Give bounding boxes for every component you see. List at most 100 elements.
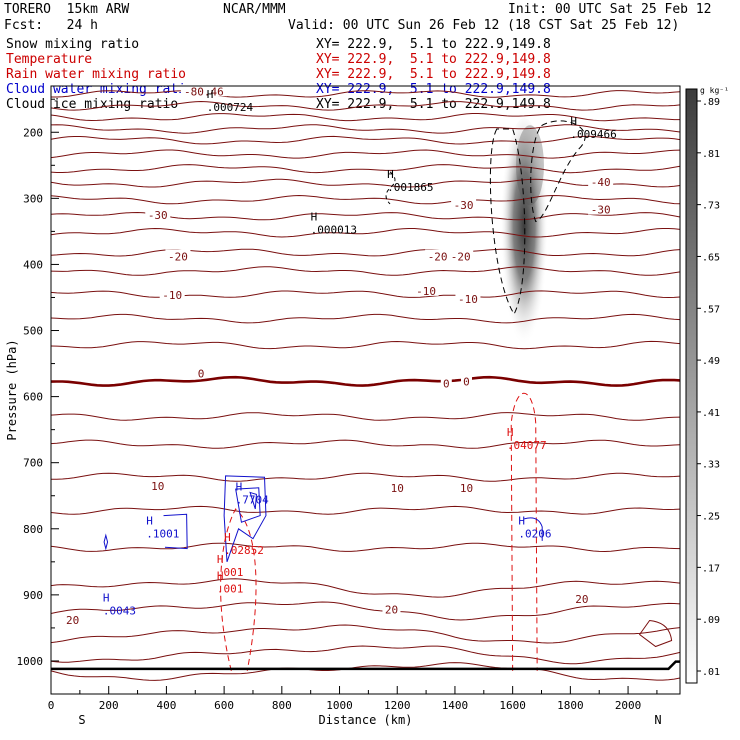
temperature-contour bbox=[50, 135, 681, 145]
colorbar-label: .57 bbox=[702, 304, 720, 315]
maximum-marker: H bbox=[217, 553, 224, 566]
cloud-water-contour bbox=[235, 487, 261, 523]
maximum-label: .009466 bbox=[570, 128, 616, 141]
temperature-contour bbox=[50, 266, 681, 276]
freezing-level-contour bbox=[50, 375, 681, 387]
y-tick-label: 200 bbox=[23, 126, 43, 139]
y-tick-label: 900 bbox=[23, 589, 43, 602]
temperature-contour bbox=[50, 505, 681, 515]
legend-label: Temperature bbox=[6, 52, 93, 67]
cloud-ice-contour bbox=[385, 171, 396, 205]
x-tick-label: 800 bbox=[272, 699, 292, 712]
contour-label: -20 bbox=[168, 251, 188, 264]
cloud-ice-contour bbox=[489, 128, 526, 315]
snow-shading bbox=[500, 118, 549, 358]
maximum-label: .001865 bbox=[387, 181, 433, 194]
contour-label-bg bbox=[382, 602, 401, 615]
legend-label: Snow mixing ratio bbox=[6, 37, 140, 52]
contour-label-bg bbox=[588, 202, 614, 215]
maximum-marker: H bbox=[146, 515, 153, 528]
contour-label: 20 bbox=[385, 603, 398, 616]
cloud-water-contour bbox=[223, 475, 267, 562]
temperature-contour bbox=[50, 601, 681, 621]
temperature-contour bbox=[50, 662, 681, 681]
contour-label-bg bbox=[63, 612, 82, 625]
maximum-label: .001 bbox=[217, 583, 244, 596]
contour-label-bg bbox=[388, 480, 407, 493]
x-tick-label: 1600 bbox=[499, 699, 526, 712]
temperature-contour bbox=[50, 194, 681, 205]
temperature-contour bbox=[638, 619, 673, 648]
contour-label-bg bbox=[159, 287, 185, 300]
init-time: Init: 00 UTC Sat 25 Feb 12 bbox=[508, 2, 712, 17]
maximum-marker: H bbox=[217, 570, 224, 583]
colorbar-label: .89 bbox=[702, 97, 720, 108]
x-axis-label: Distance (km) bbox=[319, 713, 413, 727]
cloud-water-contour bbox=[103, 533, 109, 551]
maximum-label: .000013 bbox=[311, 224, 357, 237]
colorbar-label: .41 bbox=[702, 408, 720, 419]
contour-label-bg bbox=[425, 249, 451, 262]
temperature-contour bbox=[50, 149, 681, 159]
maximum-marker: H bbox=[236, 480, 243, 493]
colorbar bbox=[685, 88, 698, 684]
y-tick-label: 500 bbox=[23, 325, 43, 338]
contour-label: -20 bbox=[428, 251, 448, 264]
contour-label-bg bbox=[448, 249, 474, 262]
temperature-contour bbox=[51, 90, 681, 98]
temperature-contour bbox=[50, 100, 681, 111]
temperature-contour bbox=[50, 124, 681, 134]
contour-label: 10 bbox=[460, 482, 473, 495]
cloud-water-contour bbox=[249, 491, 257, 510]
legend-coords: XY= 222.9, 5.1 to 222.9,149.8 bbox=[316, 67, 551, 82]
cloud-water-contour bbox=[524, 517, 543, 541]
contour-label: -30 bbox=[591, 204, 611, 217]
colorbar-label: .49 bbox=[702, 356, 720, 367]
contour-label-bg bbox=[460, 374, 472, 387]
x-tick-label: 400 bbox=[156, 699, 176, 712]
x-tick-label: 0 bbox=[48, 699, 55, 712]
temperature-contour bbox=[50, 227, 681, 238]
contour-label: 0 bbox=[198, 367, 205, 380]
temperature-contour bbox=[50, 624, 681, 644]
contour-label: -10 bbox=[162, 289, 182, 302]
contour-label-bg bbox=[145, 207, 171, 220]
maximum-label: .000724 bbox=[207, 101, 254, 114]
contour-label-bg bbox=[451, 197, 477, 210]
contour-label-bg bbox=[572, 591, 591, 604]
legend-coords: XY= 222.9, 5.1 to 222.9,149.8 bbox=[316, 97, 551, 112]
snow-shading-core bbox=[515, 125, 544, 206]
rain-contour bbox=[510, 392, 538, 671]
x-tick-label: 1400 bbox=[442, 699, 469, 712]
y-tick-label: 400 bbox=[23, 258, 43, 271]
temperature-contour bbox=[50, 248, 681, 257]
valid-time: Valid: 00 UTC Sun 26 Feb 12 (18 CST Sat … bbox=[288, 18, 680, 33]
contour-label: 0 bbox=[463, 375, 470, 388]
colorbar-label: .33 bbox=[702, 460, 720, 471]
temperature-contour bbox=[50, 340, 681, 350]
maximum-marker: H bbox=[507, 426, 514, 439]
temperature-contour bbox=[50, 542, 681, 553]
y-tick-label: 300 bbox=[23, 192, 43, 205]
temperature-contour bbox=[50, 645, 681, 665]
maximum-label: .02852 bbox=[224, 544, 264, 557]
y-tick-label: 700 bbox=[23, 457, 43, 470]
colorbar-label: .25 bbox=[702, 512, 720, 523]
south-end-label: S bbox=[78, 713, 85, 727]
cloud-water-contour bbox=[163, 513, 188, 550]
maximum-marker: H bbox=[224, 531, 231, 544]
maximum-marker: H bbox=[311, 211, 318, 224]
contour-label: -20 bbox=[451, 251, 471, 264]
maximum-label: .1001 bbox=[146, 528, 179, 541]
y-tick-label: 1000 bbox=[17, 655, 44, 668]
forecast-hour: Fcst: 24 h bbox=[4, 18, 98, 33]
contour-label-bg bbox=[165, 249, 191, 262]
x-tick-label: 200 bbox=[99, 699, 119, 712]
contour-label-bg bbox=[455, 291, 481, 304]
contour-label-bg bbox=[148, 478, 167, 491]
colorbar-label: .65 bbox=[702, 252, 720, 263]
temperature-contour bbox=[50, 290, 681, 299]
north-end-label: N bbox=[654, 713, 661, 727]
model-name: TORERO 15km ARW bbox=[4, 2, 130, 17]
colorbar-label: .01 bbox=[702, 667, 720, 678]
